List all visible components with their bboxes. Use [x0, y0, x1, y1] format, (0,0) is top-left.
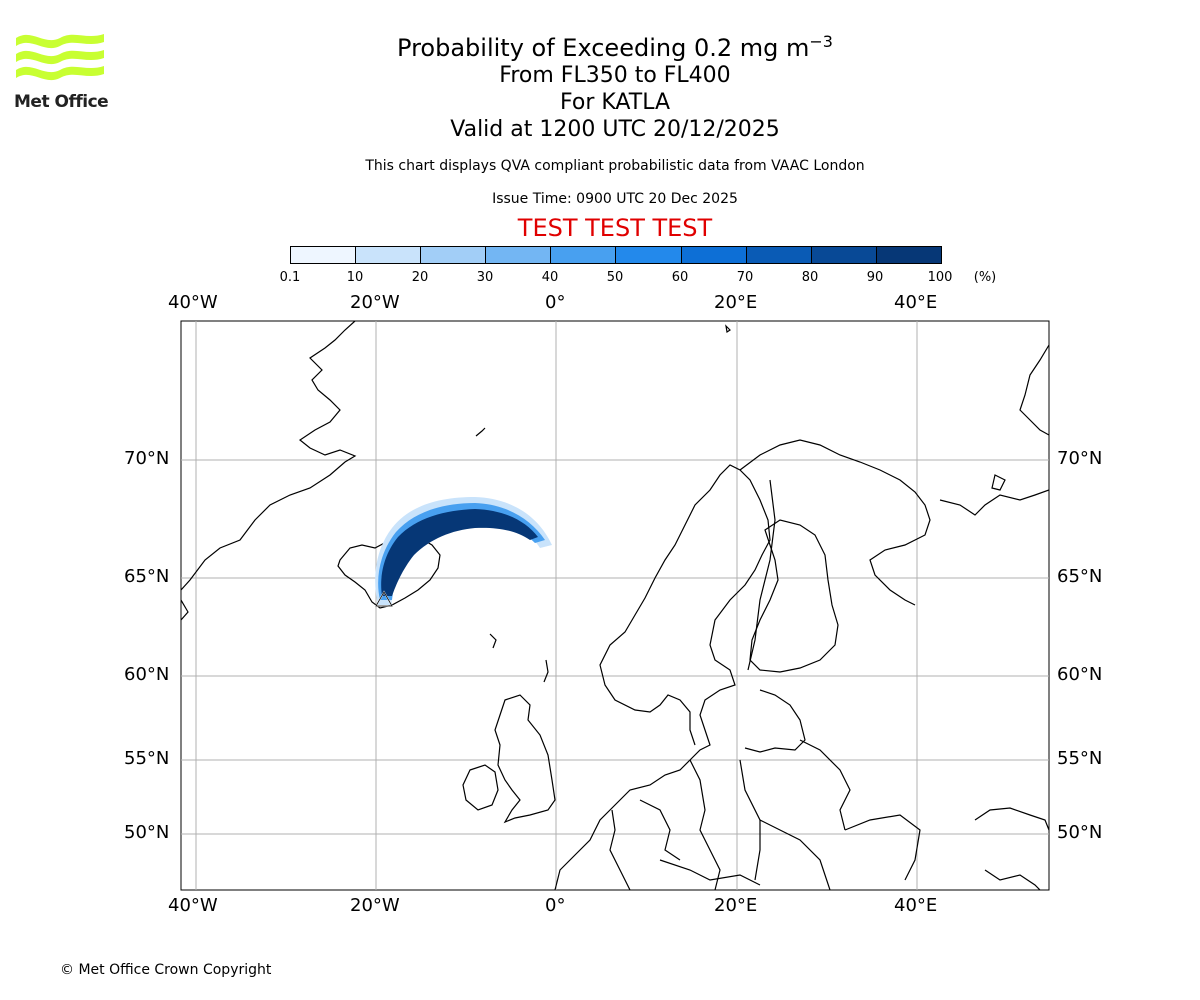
- top-lon-label: 20°E: [714, 292, 758, 313]
- test-banner: TEST TEST TEST: [517, 214, 713, 242]
- title-text: Probability of Exceeding 0.2 mg m: [397, 34, 810, 62]
- chart-note: This chart displays QVA compliant probab…: [365, 158, 865, 174]
- colorbar-bin: [291, 247, 357, 263]
- top-lon-label: 0°: [545, 292, 566, 313]
- map-frame: [180, 320, 1050, 891]
- colorbar-bin: [811, 247, 877, 263]
- colorbar-tick: 100: [927, 270, 953, 285]
- colorbar: [290, 246, 942, 264]
- title-exponent: −3: [809, 32, 833, 51]
- right-lat-label: 55°N: [1057, 748, 1103, 769]
- chart-title: Probability of Exceeding 0.2 mg m−3: [0, 28, 1200, 62]
- right-lat-label: 65°N: [1057, 566, 1103, 587]
- colorbar-tick: 90: [866, 270, 884, 285]
- top-lon-label: 40°W: [168, 292, 218, 313]
- coastlines: [181, 321, 1049, 890]
- top-lon-label: 40°E: [894, 292, 938, 313]
- ash-plume-core: [381, 509, 538, 596]
- left-lat-label: 65°N: [124, 566, 170, 587]
- left-lat-label: 70°N: [124, 448, 170, 469]
- colorbar-bin: [876, 247, 941, 263]
- logo-text: Met Office: [14, 92, 109, 112]
- colorbar-tick: 40: [541, 270, 559, 285]
- colorbar-tick: 50: [606, 270, 624, 285]
- left-lat-label: 50°N: [124, 822, 170, 843]
- bottom-lon-label: 0°: [545, 895, 566, 916]
- volcano-name: For KATLA: [560, 90, 670, 115]
- bottom-lon-label: 40°E: [894, 895, 938, 916]
- valid-time: Valid at 1200 UTC 20/12/2025: [450, 117, 780, 142]
- colorbar-bin: [551, 247, 617, 263]
- colorbar-bin: [421, 247, 487, 263]
- colorbar-bin: [746, 247, 812, 263]
- colorbar-tick: 60: [671, 270, 689, 285]
- colorbar-tick: 20: [411, 270, 429, 285]
- met-office-logo: Met Office: [14, 30, 114, 112]
- right-lat-label: 70°N: [1057, 448, 1103, 469]
- colorbar-tick: 10: [346, 270, 364, 285]
- colorbar-bin: [486, 247, 552, 263]
- left-lat-label: 55°N: [124, 748, 170, 769]
- ash-plume: [374, 497, 552, 607]
- bottom-lon-label: 20°W: [350, 895, 400, 916]
- colorbar-bin: [356, 247, 422, 263]
- right-lat-label: 50°N: [1057, 822, 1103, 843]
- met-office-waves-icon: [16, 34, 104, 81]
- top-lon-label: 20°W: [350, 292, 400, 313]
- right-lat-label: 60°N: [1057, 664, 1103, 685]
- left-lat-label: 60°N: [124, 664, 170, 685]
- colorbar-bin: [681, 247, 747, 263]
- colorbar-unit: (%): [973, 270, 997, 285]
- colorbar-tick: 80: [801, 270, 819, 285]
- volcano-marker-outline: [375, 591, 393, 607]
- bottom-lon-label: 20°E: [714, 895, 758, 916]
- flight-level-range: From FL350 to FL400: [499, 63, 731, 88]
- colorbar-tick: 30: [476, 270, 494, 285]
- colorbar-tick: 70: [736, 270, 754, 285]
- copyright: © Met Office Crown Copyright: [60, 962, 272, 978]
- issue-time: Issue Time: 0900 UTC 20 Dec 2025: [492, 191, 738, 207]
- colorbar-bin: [616, 247, 682, 263]
- bottom-lon-label: 40°W: [168, 895, 218, 916]
- colorbar-tick: 0.1: [279, 270, 301, 285]
